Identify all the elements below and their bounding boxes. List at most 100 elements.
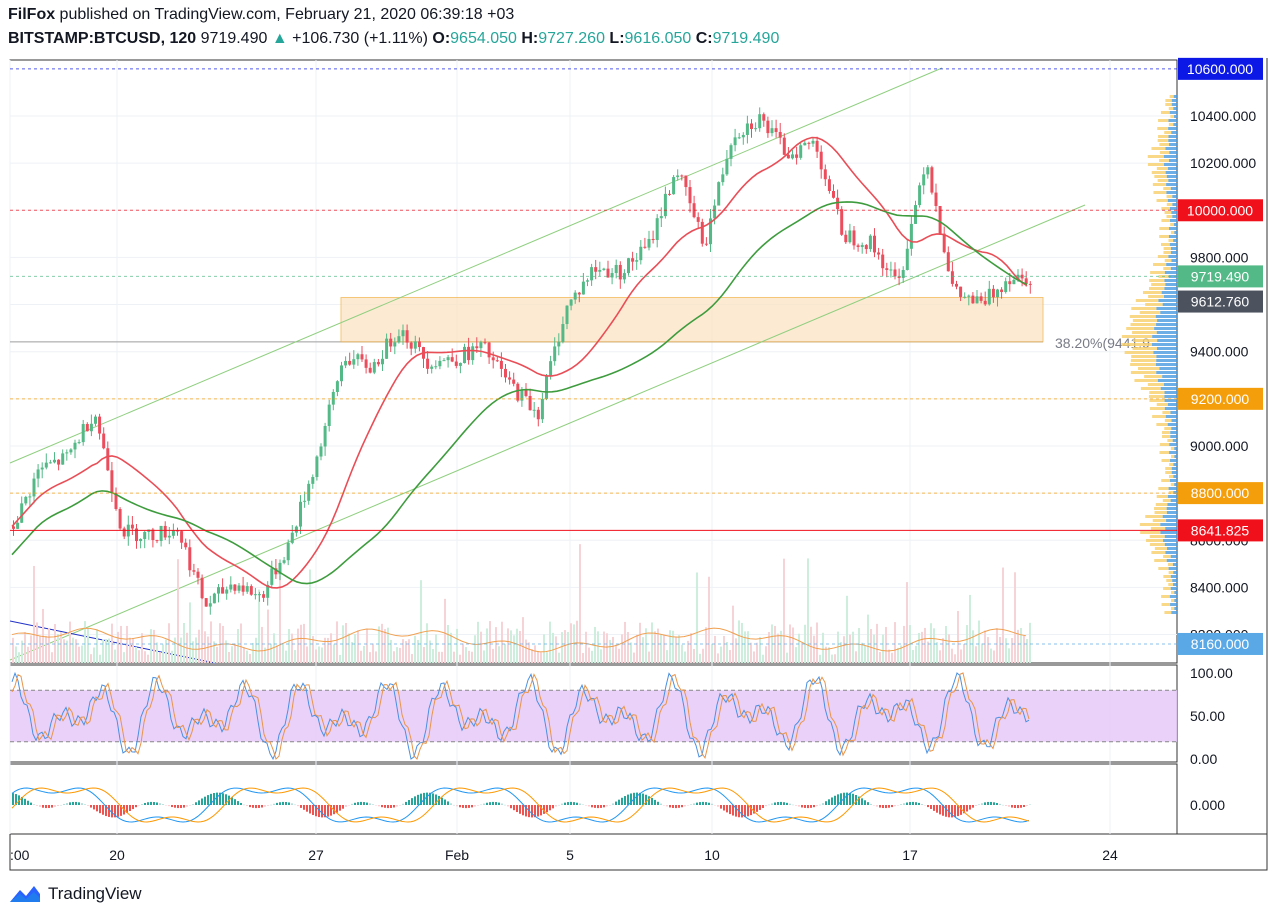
- candle-body: [807, 142, 811, 144]
- macd-histogram-bar: [174, 805, 176, 808]
- volume-bar: [924, 627, 926, 663]
- macd-histogram-bar: [888, 805, 890, 808]
- volume-profile-bar: [1121, 335, 1153, 338]
- macd-histogram-bar: [960, 805, 962, 815]
- volume-profile-bar: [1174, 483, 1177, 486]
- volume-profile-bar: [1152, 183, 1167, 186]
- volume-profile-bar: [1171, 211, 1177, 214]
- macd-histogram-bar: [543, 805, 545, 814]
- volume-profile-bar: [1159, 235, 1169, 238]
- macd-histogram-bar: [627, 794, 629, 805]
- macd-histogram-bar: [867, 802, 869, 805]
- macd-histogram-bar: [759, 805, 761, 810]
- volume-bar: [78, 646, 80, 663]
- candle-body: [467, 346, 471, 361]
- candle-body: [24, 496, 28, 504]
- macd-histogram-bar: [294, 804, 296, 806]
- volume-profile-bar: [1169, 143, 1177, 146]
- volume-bar: [153, 629, 155, 663]
- price-badge-label: 10000.000: [1187, 202, 1253, 218]
- candle-body: [376, 362, 380, 365]
- volume-profile-bar: [1150, 271, 1165, 274]
- macd-histogram-bar: [96, 805, 98, 812]
- macd-histogram-bar: [894, 805, 896, 807]
- macd-histogram-bar: [78, 802, 80, 805]
- volume-profile-bar: [1154, 511, 1167, 514]
- volume-bar: [1023, 635, 1025, 663]
- candle-body: [938, 205, 942, 234]
- volume-bar: [513, 635, 515, 663]
- volume-profile-bar: [1160, 111, 1170, 114]
- volume-bar: [345, 623, 347, 663]
- volume-bar: [450, 632, 452, 663]
- volume-profile-bar: [1160, 311, 1177, 314]
- volume-bar: [783, 558, 785, 663]
- volume-profile-bar: [1165, 527, 1177, 530]
- macd-histogram-bar: [768, 804, 770, 806]
- candle-body: [885, 268, 889, 270]
- macd-histogram-bar: [303, 805, 305, 810]
- volume-profile-bar: [1131, 355, 1157, 358]
- volume-profile-bar: [1162, 499, 1171, 502]
- volume-profile-bar: [1157, 139, 1169, 142]
- volume-profile-bar: [1156, 331, 1177, 334]
- volume-profile-bar: [1172, 195, 1177, 198]
- volume-profile-bar: [1161, 431, 1171, 434]
- volume-profile-bar: [1161, 479, 1170, 482]
- volume-profile-bar: [1160, 387, 1177, 390]
- candle-body: [754, 128, 758, 130]
- candle-body: [827, 179, 831, 192]
- candle-body: [606, 268, 610, 278]
- macd-histogram-bar: [918, 802, 920, 805]
- macd-histogram-bar: [39, 805, 41, 807]
- volume-profile-bar: [1139, 523, 1161, 526]
- volume-bar: [873, 634, 875, 663]
- macd-histogram-bar: [618, 799, 620, 805]
- macd-histogram-bar: [345, 805, 347, 807]
- candle-body: [102, 433, 106, 449]
- volume-bar: [711, 643, 713, 663]
- candle-body: [118, 509, 122, 529]
- volume-profile-bar: [1168, 123, 1174, 126]
- macd-histogram-bar: [1005, 805, 1007, 806]
- symbol-label[interactable]: BITSTAMP:BTCUSD, 120: [8, 30, 197, 47]
- macd-histogram-bar: [900, 804, 902, 805]
- macd-histogram-bar: [297, 805, 299, 807]
- macd-histogram-bar: [237, 801, 239, 805]
- candle-body: [180, 531, 184, 543]
- macd-histogram-bar: [135, 805, 137, 808]
- candle-body: [873, 235, 876, 253]
- volume-bar: [108, 638, 110, 663]
- volume-profile-bar: [1161, 603, 1171, 606]
- footer-brand[interactable]: TradingView: [8, 884, 142, 904]
- volume-profile-bar: [1168, 487, 1177, 490]
- macd-histogram-bar: [105, 805, 107, 817]
- macd-histogram-bar: [945, 805, 947, 817]
- macd-histogram-bar: [33, 804, 35, 805]
- candle-body: [975, 296, 979, 304]
- volume-profile-bar: [1156, 323, 1177, 326]
- macd-histogram-bar: [42, 805, 44, 808]
- open-label: O:: [432, 30, 451, 47]
- y-tick-label: 8400.000: [1190, 579, 1249, 595]
- volume-profile-bar: [1156, 495, 1168, 498]
- candle-body: [901, 269, 905, 278]
- volume-bar: [84, 621, 86, 663]
- volume-profile-bar: [1165, 103, 1172, 106]
- candle-body: [171, 530, 175, 536]
- macd-histogram-bar: [594, 805, 596, 808]
- macd-histogram-bar: [519, 805, 521, 814]
- ohlc-legend: BITSTAMP:BTCUSD, 120 9719.490 ▲ +106.730…: [8, 30, 779, 48]
- macd-histogram-bar: [1020, 805, 1022, 808]
- candle-body: [241, 585, 245, 592]
- macd-histogram-bar: [312, 805, 314, 816]
- volume-bar: [555, 636, 557, 663]
- volume-bar: [33, 565, 35, 663]
- volume-bar: [177, 559, 179, 663]
- volume-bar: [525, 639, 527, 663]
- volume-bar: [570, 623, 572, 663]
- macd-histogram-bar: [561, 803, 563, 805]
- volume-profile-bar: [1169, 443, 1177, 446]
- candle-body: [311, 477, 315, 484]
